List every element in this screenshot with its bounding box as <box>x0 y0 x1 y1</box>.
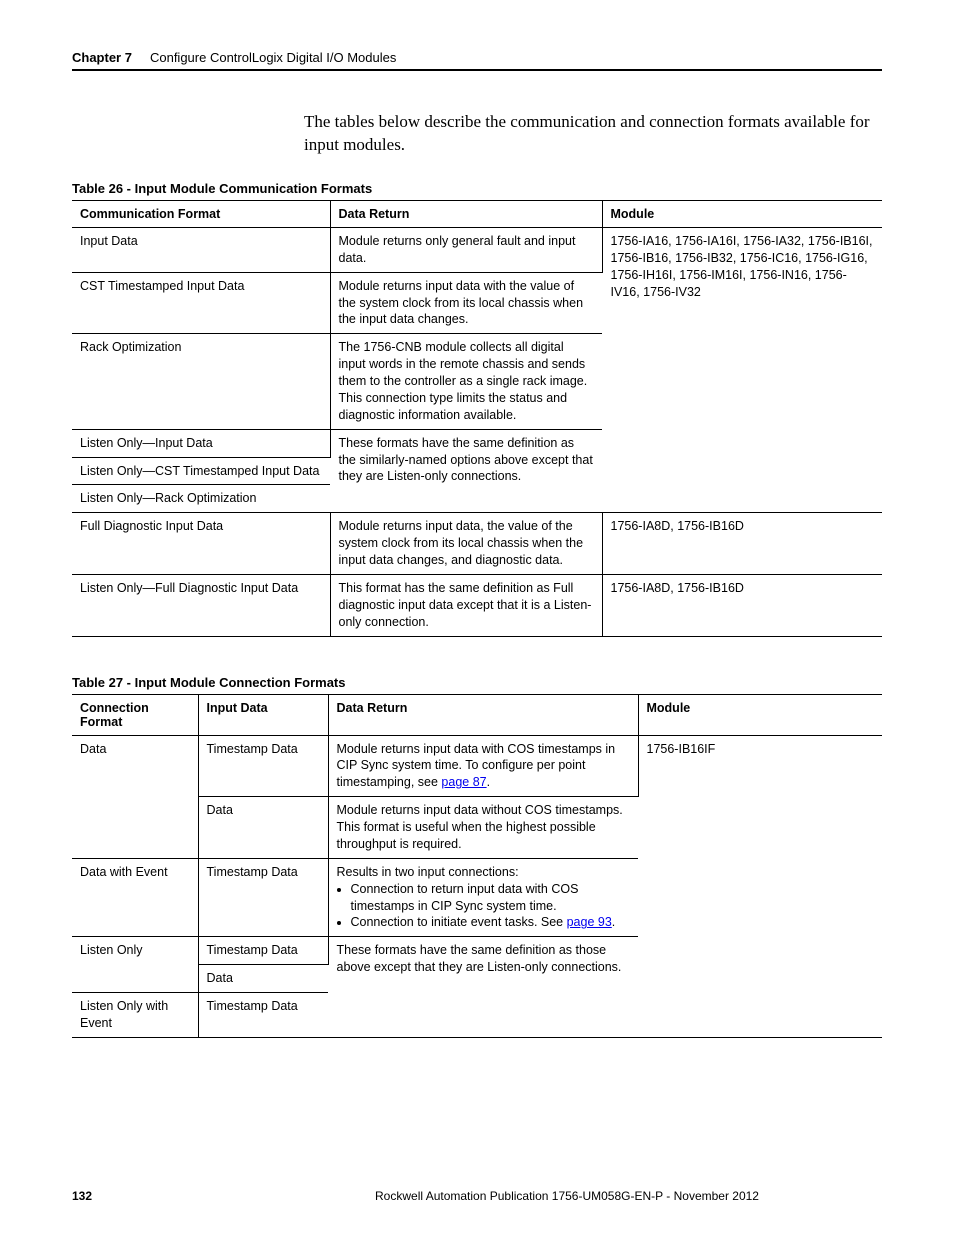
cell-module: 1756-IA8D, 1756-IB16D <box>602 574 882 636</box>
cell-module: 1756-IB16IF <box>638 735 882 1037</box>
cell-return: Module returns input data without COS ti… <box>328 797 638 859</box>
table-row: Input Data Module returns only general f… <box>72 227 882 272</box>
list-item: Connection to return input data with COS… <box>351 881 631 915</box>
cell-conn: Listen Only <box>72 937 198 993</box>
table26: Communication Format Data Return Module … <box>72 200 882 637</box>
table27-header-module: Module <box>638 694 882 735</box>
cell-conn: Data <box>72 735 198 858</box>
cell-return: The 1756-CNB module collects all digital… <box>330 334 602 429</box>
cell-format: Listen Only—Rack Optimization <box>72 485 330 513</box>
table26-header-module: Module <box>602 200 882 227</box>
page-link[interactable]: page 93 <box>567 915 612 929</box>
table27-header-conn: Connection Format <box>72 694 198 735</box>
cell-input: Data <box>198 965 328 993</box>
page-header: Chapter 7 Configure ControlLogix Digital… <box>72 50 882 71</box>
cell-input: Timestamp Data <box>198 937 328 965</box>
cell-format: Listen Only—Input Data <box>72 429 330 457</box>
cell-conn: Listen Only with Event <box>72 993 198 1038</box>
cell-module: 1756-IA8D, 1756-IB16D <box>602 513 882 575</box>
cell-return: These formats have the same definition a… <box>330 429 602 513</box>
cell-return: This format has the same definition as F… <box>330 574 602 636</box>
cell-return: Module returns input data with COS times… <box>328 735 638 797</box>
cell-format: CST Timestamped Input Data <box>72 272 330 334</box>
table-row: Data Timestamp Data Module returns input… <box>72 735 882 797</box>
page-link[interactable]: page 87 <box>441 775 486 789</box>
list-item: Connection to initiate event tasks. See … <box>351 914 631 931</box>
table26-title: Table 26 - Input Module Communication Fo… <box>72 181 882 196</box>
cell-format: Input Data <box>72 227 330 272</box>
chapter-label: Chapter 7 <box>72 50 132 65</box>
cell-conn: Data with Event <box>72 858 198 937</box>
cell-return: Module returns only general fault and in… <box>330 227 602 272</box>
table27-header-return: Data Return <box>328 694 638 735</box>
publication-info: Rockwell Automation Publication 1756-UM0… <box>252 1189 882 1203</box>
bullet-list: Connection to return input data with COS… <box>337 881 631 932</box>
intro-paragraph: The tables below describe the communicat… <box>304 111 882 157</box>
table27-header-input: Input Data <box>198 694 328 735</box>
cell-input: Timestamp Data <box>198 735 328 797</box>
cell-format: Listen Only—Full Diagnostic Input Data <box>72 574 330 636</box>
text: . <box>612 915 615 929</box>
table-row: Listen Only—Full Diagnostic Input Data T… <box>72 574 882 636</box>
cell-format: Listen Only—CST Timestamped Input Data <box>72 457 330 485</box>
cell-format: Rack Optimization <box>72 334 330 429</box>
cell-input: Data <box>198 797 328 859</box>
text: Results in two input connections: <box>337 865 519 879</box>
cell-return: Results in two input connections: Connec… <box>328 858 638 937</box>
cell-module: 1756-IA16, 1756-IA16I, 1756-IA32, 1756-I… <box>602 227 882 512</box>
text: Connection to initiate event tasks. See <box>351 915 567 929</box>
cell-input: Timestamp Data <box>198 858 328 937</box>
page-number: 132 <box>72 1189 252 1203</box>
table26-header-return: Data Return <box>330 200 602 227</box>
table27: Connection Format Input Data Data Return… <box>72 694 882 1038</box>
cell-return: Module returns input data with the value… <box>330 272 602 334</box>
cell-return: These formats have the same definition a… <box>328 937 638 1038</box>
chapter-title: Configure ControlLogix Digital I/O Modul… <box>150 50 396 65</box>
cell-input: Timestamp Data <box>198 993 328 1038</box>
table27-title: Table 27 - Input Module Connection Forma… <box>72 675 882 690</box>
text: . <box>487 775 490 789</box>
cell-format: Full Diagnostic Input Data <box>72 513 330 575</box>
cell-return: Module returns input data, the value of … <box>330 513 602 575</box>
table26-header-format: Communication Format <box>72 200 330 227</box>
table-row: Full Diagnostic Input Data Module return… <box>72 513 882 575</box>
page-footer: 132 Rockwell Automation Publication 1756… <box>72 1189 882 1203</box>
